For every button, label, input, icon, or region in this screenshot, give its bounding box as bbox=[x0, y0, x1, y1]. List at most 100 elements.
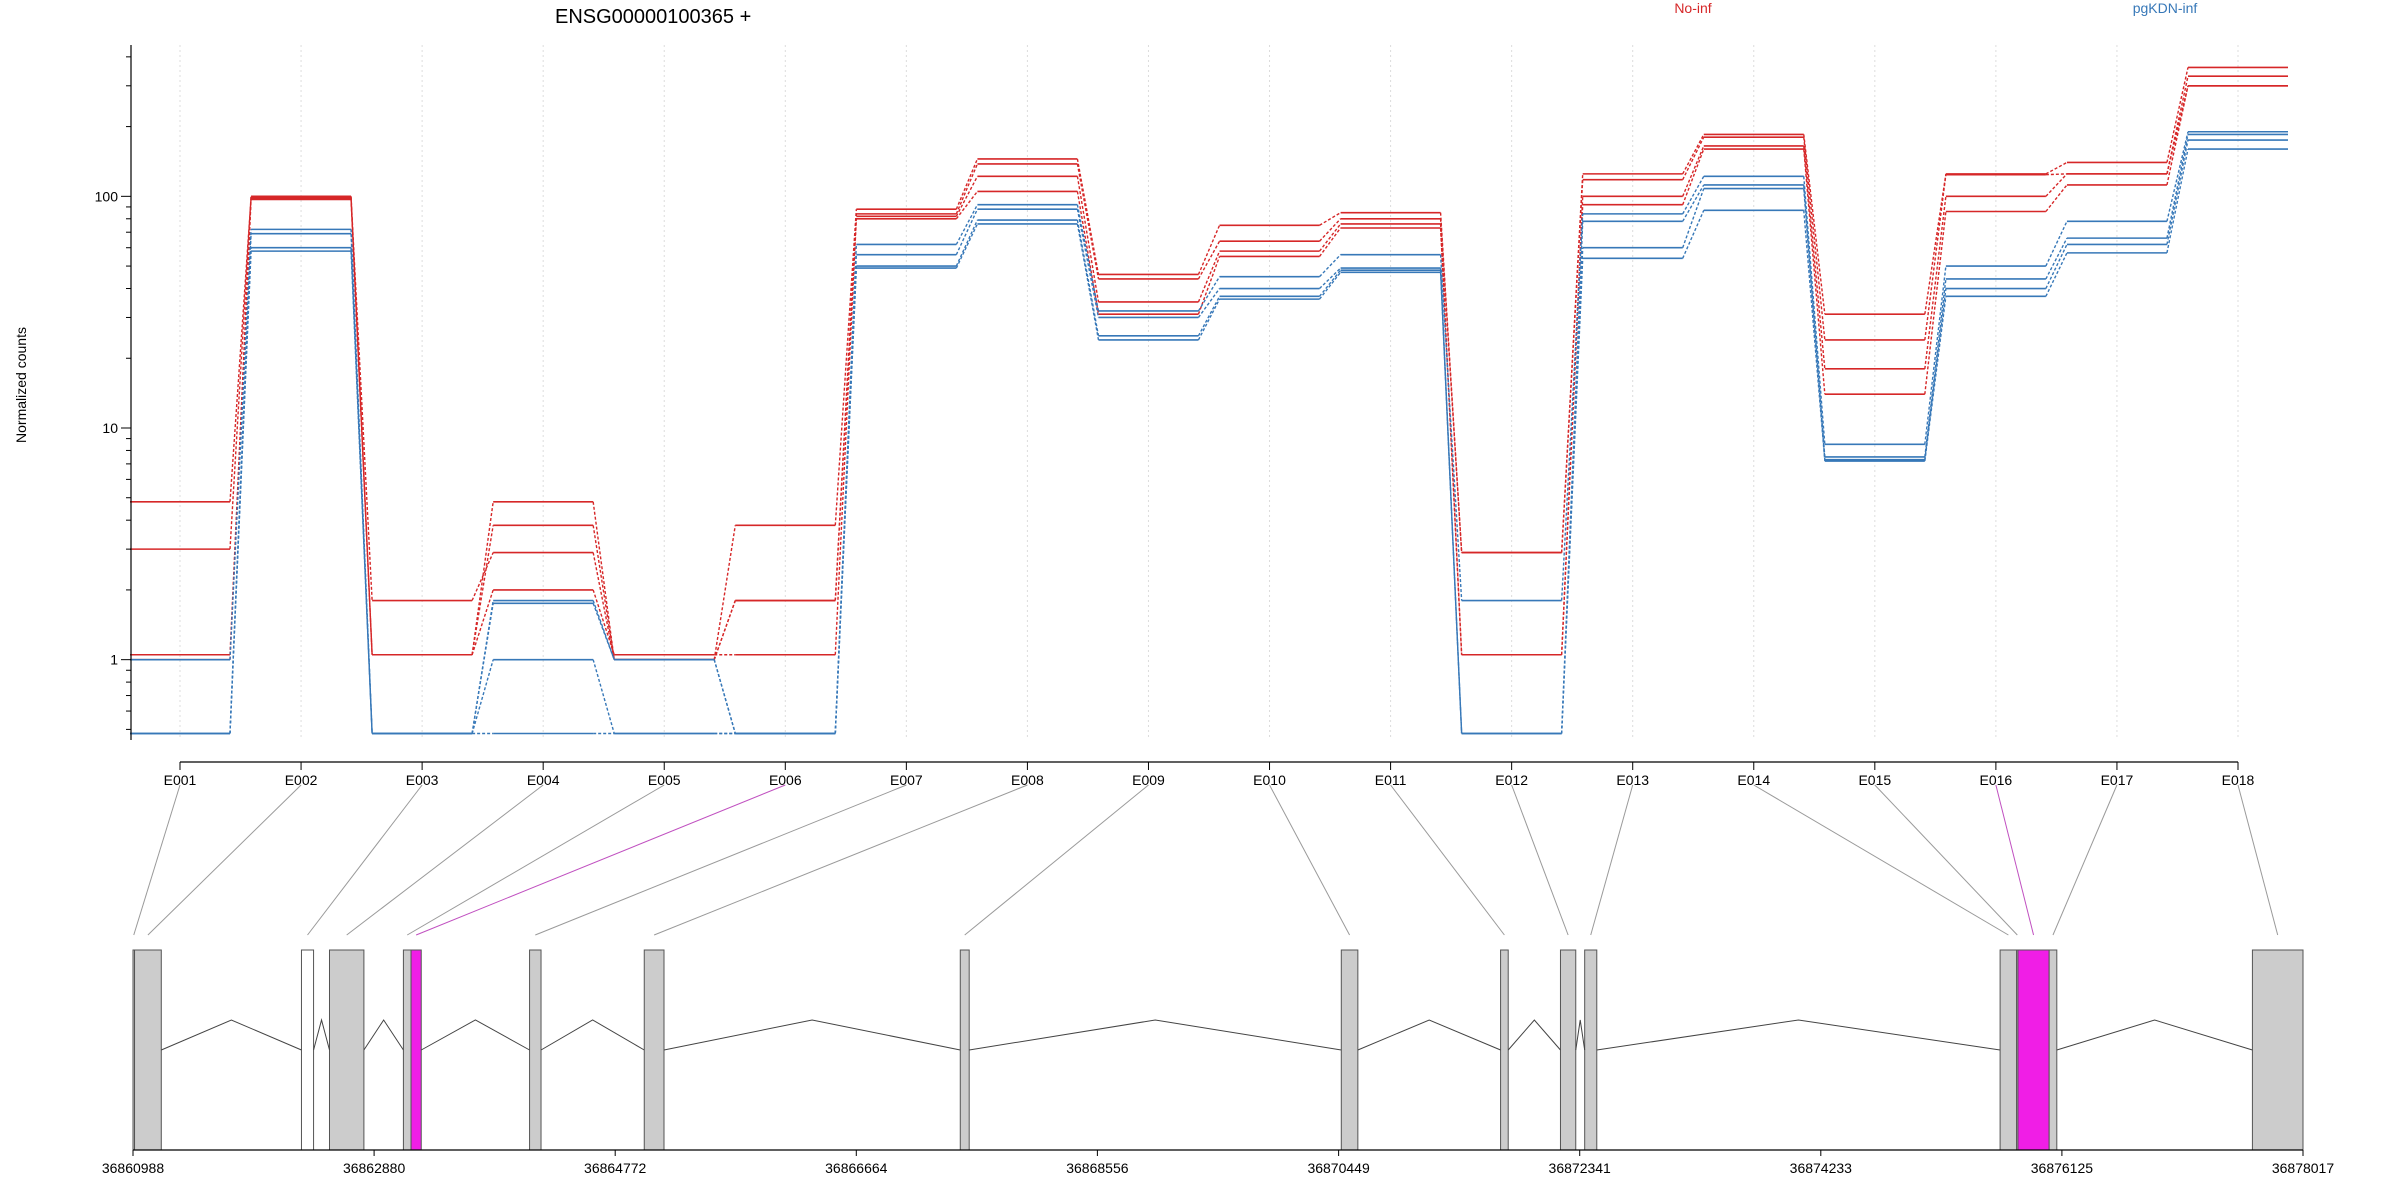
exon-e005 bbox=[402, 949, 412, 1151]
connector-pgkdn-inf-2-e003 bbox=[471, 603, 494, 734]
connector-no-inf-3-e010 bbox=[1318, 223, 1342, 252]
connector-pgkdn-inf-1-e001 bbox=[229, 229, 252, 660]
bin-connector-e018 bbox=[2237, 784, 2279, 936]
bin-connectors bbox=[133, 784, 2279, 936]
connector-pgkdn-inf-1-e007 bbox=[955, 204, 979, 245]
vertical-gridlines bbox=[179, 45, 2239, 740]
exon-e002 bbox=[134, 949, 162, 1151]
connector-pgkdn-inf-1-e016 bbox=[2045, 221, 2068, 267]
connector-pgkdn-inf-1-e008 bbox=[1076, 204, 1100, 312]
connector-no-inf-3-e004 bbox=[592, 552, 615, 660]
connector-no-inf-2-e012 bbox=[1560, 179, 1584, 553]
x-tick-label-e005: E005 bbox=[648, 772, 681, 788]
connector-no-inf-1-e013 bbox=[1682, 134, 1705, 175]
x-tick-label-e011: E011 bbox=[1375, 772, 1407, 788]
bin-connector-e002 bbox=[147, 784, 302, 936]
intron-e007-e008 bbox=[540, 1019, 645, 1051]
connector-no-inf-2-e004 bbox=[592, 525, 615, 660]
genomic-tick-label-36862880: 36862880 bbox=[343, 1160, 406, 1176]
connector-pgkdn-inf-1-e012 bbox=[1560, 213, 1584, 601]
bin-connector-e004 bbox=[346, 784, 544, 936]
exon-e008 bbox=[643, 949, 665, 1151]
connector-no-inf-1-e006 bbox=[834, 209, 858, 526]
connector-pgkdn-inf-3-e013 bbox=[1682, 188, 1705, 248]
y-tick-label-1: 1 bbox=[110, 652, 118, 668]
intron-e013-e014 bbox=[1596, 1019, 2001, 1051]
connector-no-inf-4-e014 bbox=[1803, 148, 1826, 395]
intron-e011-e012 bbox=[1507, 1019, 1561, 1051]
bin-connector-e012 bbox=[1511, 784, 1569, 936]
exon-e018 bbox=[2251, 949, 2304, 1151]
connector-no-inf-1-e009 bbox=[1197, 224, 1221, 275]
connector-pgkdn-inf-3-e009 bbox=[1197, 296, 1221, 337]
connector-pgkdn-inf-2-e016 bbox=[2045, 237, 2068, 280]
connector-no-inf-2-e003 bbox=[471, 525, 494, 655]
connector-no-inf-4-e011 bbox=[1439, 227, 1463, 655]
connector-pgkdn-inf-3-e007 bbox=[955, 219, 979, 267]
bin-connector-e014 bbox=[1753, 784, 2009, 936]
intron-e002-e003 bbox=[161, 1019, 302, 1051]
x-tick-label-e004: E004 bbox=[527, 772, 560, 788]
connector-no-inf-2-e014 bbox=[1803, 137, 1826, 340]
bin-connector-e017 bbox=[2052, 784, 2118, 936]
genomic-tick-label-36868556: 36868556 bbox=[1066, 1160, 1129, 1176]
connector-no-inf-1-e005 bbox=[713, 525, 736, 660]
connector-pgkdn-inf-1-e011 bbox=[1439, 254, 1463, 601]
x-tick-label-e006: E006 bbox=[769, 772, 802, 788]
bin-connector-e005 bbox=[406, 784, 665, 936]
x-tick-label-e012: E012 bbox=[1495, 772, 1528, 788]
exon-e014 bbox=[1999, 949, 2018, 1151]
connector-pgkdn-inf-3-e017 bbox=[2166, 139, 2189, 245]
legend-entry-pgkdn-inf: pgKDN-inf bbox=[2133, 0, 2198, 16]
connector-no-inf-3-e009 bbox=[1197, 250, 1221, 303]
connector-no-inf-3-e014 bbox=[1803, 145, 1826, 369]
connector-no-inf-1-e017 bbox=[2166, 67, 2189, 163]
connector-pgkdn-inf-4-e009 bbox=[1197, 298, 1221, 341]
connector-pgkdn-inf-2-e004 bbox=[592, 603, 615, 660]
exon-e009 bbox=[959, 949, 970, 1151]
connector-pgkdn-inf-4-e007 bbox=[955, 223, 979, 269]
connector-pgkdn-inf-2-e005 bbox=[713, 659, 736, 734]
connector-no-inf-2-e009 bbox=[1197, 240, 1221, 280]
connector-pgkdn-inf-4-e014 bbox=[1803, 210, 1826, 462]
connector-pgkdn-inf-4-e006 bbox=[834, 268, 858, 734]
connector-pgkdn-inf-2-e009 bbox=[1197, 288, 1221, 318]
connector-no-inf-3-e015 bbox=[1924, 196, 1947, 369]
connector-no-inf-4-e003 bbox=[471, 589, 494, 655]
intron-e012-e013 bbox=[1575, 1019, 1586, 1051]
exon-e007 bbox=[529, 949, 542, 1151]
connector-no-inf-4-e017 bbox=[2166, 85, 2189, 186]
connector-no-inf-2-e010 bbox=[1319, 218, 1342, 242]
connector-no-inf-4-e008 bbox=[1076, 191, 1100, 315]
connector-no-inf-1-e010 bbox=[1319, 212, 1341, 226]
connector-no-inf-4-e016 bbox=[2045, 184, 2068, 212]
connector-pgkdn-inf-4-e012 bbox=[1560, 258, 1584, 734]
connector-no-inf-3-e007 bbox=[955, 175, 979, 217]
connector-no-inf-2-e016 bbox=[2045, 173, 2067, 176]
series-lines bbox=[130, 66, 2288, 735]
bin-connector-e013 bbox=[1590, 784, 1634, 936]
intron-e010-e011 bbox=[1357, 1019, 1501, 1051]
connector-no-inf-3-e016 bbox=[2045, 173, 2068, 197]
connector-pgkdn-inf-3-e010 bbox=[1318, 269, 1342, 297]
legend: No-inf pgKDN-inf bbox=[1674, 0, 2197, 16]
connector-pgkdn-inf-1-e009 bbox=[1197, 276, 1221, 312]
connector-no-inf-4-e006 bbox=[834, 218, 858, 655]
connector-no-inf-4-e002 bbox=[350, 199, 373, 655]
connector-pgkdn-inf-4-e017 bbox=[2166, 148, 2189, 254]
bin-connector-e007 bbox=[535, 784, 907, 936]
connector-pgkdn-inf-4-e011 bbox=[1439, 272, 1463, 734]
connector-no-inf-3-e006 bbox=[834, 216, 858, 601]
bin-connector-e015 bbox=[1874, 784, 2018, 936]
x-tick-label-e014: E014 bbox=[1737, 772, 1770, 788]
bin-connector-e010 bbox=[1269, 784, 1351, 936]
intron-e009-e010 bbox=[969, 1019, 1342, 1051]
connector-pgkdn-inf-2-e017 bbox=[2166, 134, 2189, 239]
x-tick-label-e001: E001 bbox=[164, 772, 197, 788]
bin-connector-e003 bbox=[307, 784, 423, 936]
bin-connector-e001 bbox=[133, 784, 181, 936]
bin-connector-e006 bbox=[415, 784, 786, 936]
connector-no-inf-1-e001 bbox=[229, 198, 252, 502]
connector-no-inf-3-e003 bbox=[471, 552, 494, 601]
